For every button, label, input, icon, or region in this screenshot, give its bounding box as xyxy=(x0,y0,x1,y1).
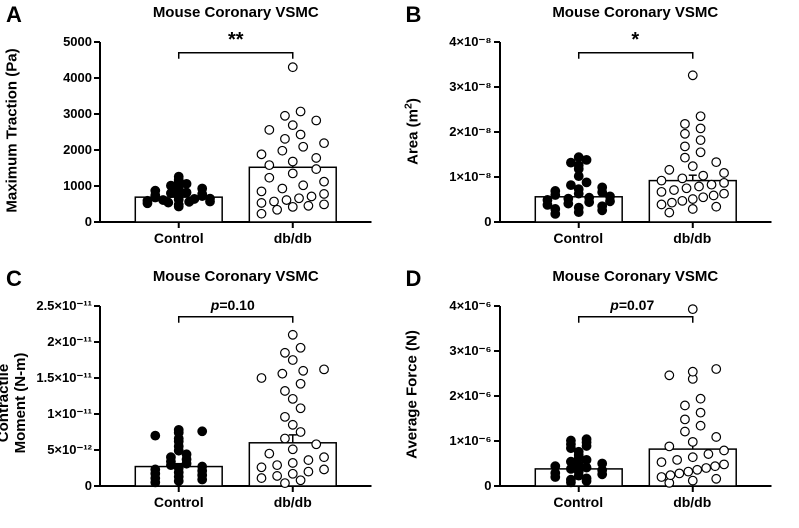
y-tick-label: 1×10⁻¹¹ xyxy=(22,406,92,422)
y-tick-label: 5000 xyxy=(22,34,92,49)
y-tick-label: 3×10⁻⁶ xyxy=(422,343,492,359)
panel-b: B Mouse Coronary VSMC Area (m2)0 1×10⁻⁸ 2×10… xyxy=(400,0,799,264)
y-tick-label: 2×10⁻¹¹ xyxy=(22,334,92,350)
x-category-label: db/db xyxy=(649,494,736,510)
plot-svg xyxy=(100,42,372,232)
y-tick-label: 1000 xyxy=(22,178,92,193)
y-axis-label: Average Force (N) xyxy=(403,305,420,485)
panel-letter: D xyxy=(406,266,422,292)
x-category-label: Control xyxy=(135,494,222,510)
panel-d: D Mouse Coronary VSMC Average Force (N)0 1×… xyxy=(400,264,799,528)
y-tick-label: 2×10⁻⁸ xyxy=(422,124,492,140)
significance-label: p=0.07 xyxy=(610,297,654,313)
y-tick-label: 3×10⁻⁸ xyxy=(422,79,492,95)
panel-c: CMouse Coronary VSMCContractileMoment (N… xyxy=(0,264,400,528)
x-category-label: Control xyxy=(535,230,622,246)
y-tick-label: 0 xyxy=(22,478,92,493)
significance-label: p=0.10 xyxy=(211,297,255,313)
y-axis-label: Maximum Traction (Pa) xyxy=(4,41,21,221)
y-tick-label: 0 xyxy=(22,214,92,229)
panel-letter: A xyxy=(6,2,22,28)
y-tick-label: 0 xyxy=(422,214,492,229)
chart-title: Mouse Coronary VSMC xyxy=(500,268,772,285)
y-tick-label: 2.5×10⁻¹¹ xyxy=(22,298,92,314)
significance-label: * xyxy=(615,29,655,52)
significance-label: ** xyxy=(216,29,256,52)
chart-title: Mouse Coronary VSMC xyxy=(100,4,372,21)
y-axis-label: Area (m2) xyxy=(402,42,421,222)
x-category-label: db/db xyxy=(649,230,736,246)
x-category-label: db/db xyxy=(249,230,336,246)
y-tick-label: 0 xyxy=(422,478,492,493)
x-category-label: db/db xyxy=(249,494,336,510)
panel-letter: C xyxy=(6,266,22,292)
y-tick-label: 4×10⁻⁶ xyxy=(422,298,492,314)
y-tick-label: 5×10⁻¹² xyxy=(22,442,92,458)
panel-letter: B xyxy=(406,2,422,28)
y-tick-label: 4×10⁻⁸ xyxy=(422,34,492,50)
chart-title: Mouse Coronary VSMC xyxy=(500,4,772,21)
y-tick-label: 2×10⁻⁶ xyxy=(422,388,492,404)
x-category-label: Control xyxy=(535,494,622,510)
y-tick-label: 1×10⁻⁸ xyxy=(422,169,492,185)
y-tick-label: 1.5×10⁻¹¹ xyxy=(22,370,92,386)
plot-svg xyxy=(500,42,772,232)
panel-a: A Mouse Coronary VSMC Maximum Traction (Pa… xyxy=(0,0,400,264)
y-tick-label: 2000 xyxy=(22,142,92,157)
y-tick-label: 1×10⁻⁶ xyxy=(422,433,492,449)
y-tick-label: 3000 xyxy=(22,106,92,121)
chart-title: Mouse Coronary VSMC xyxy=(100,268,372,285)
plot-svg xyxy=(100,306,372,496)
plot-svg xyxy=(500,306,772,496)
y-tick-label: 4000 xyxy=(22,70,92,85)
x-category-label: Control xyxy=(135,230,222,246)
